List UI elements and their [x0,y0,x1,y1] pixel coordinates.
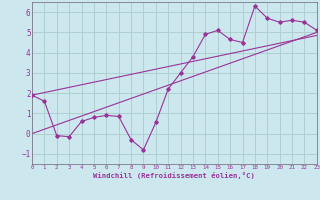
X-axis label: Windchill (Refroidissement éolien,°C): Windchill (Refroidissement éolien,°C) [93,172,255,179]
